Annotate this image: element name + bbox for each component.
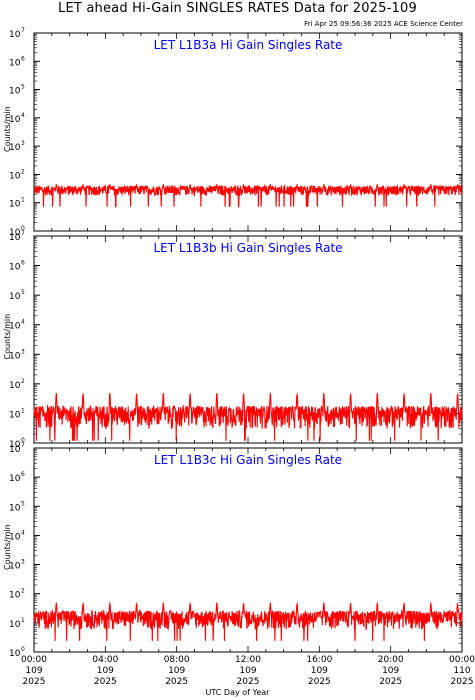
- y-tick-exponent: 6: [21, 471, 25, 478]
- y-tick-exponent: 7: [21, 230, 25, 237]
- y-tick-exponent: 7: [21, 442, 25, 449]
- y-tick-exponent: 0: [21, 225, 25, 232]
- x-tick-label: 2025: [165, 677, 188, 687]
- x-tick-label: 12:00: [235, 655, 261, 665]
- y-tick-exponent: 6: [21, 55, 25, 62]
- y-tick-exponent: 1: [21, 197, 25, 204]
- y-tick-exponent: 6: [21, 260, 25, 267]
- y-tick-exponent: 2: [21, 378, 25, 385]
- y-tick-label: 10: [9, 381, 21, 391]
- x-tick-label: 109: [239, 666, 256, 676]
- y-axis-label: Counts/min: [3, 106, 12, 152]
- y-tick-exponent: 1: [21, 617, 25, 624]
- y-tick-label: 10: [9, 410, 21, 420]
- panel-title: LET L1B3a Hi Gain Singles Rate: [154, 38, 343, 52]
- y-axis-label: Counts/min: [3, 314, 12, 360]
- y-tick-label: 10: [9, 143, 21, 153]
- x-axis-label: UTC Day of Year: [205, 688, 270, 697]
- y-tick-label: 10: [9, 620, 21, 630]
- y-tick-label: 10: [9, 445, 21, 455]
- y-tick-exponent: 3: [21, 348, 25, 355]
- x-tick-label: 2025: [94, 677, 117, 687]
- y-tick-exponent: 7: [21, 27, 25, 34]
- x-tick-label: 110: [453, 666, 470, 676]
- y-tick-label: 10: [9, 503, 21, 513]
- y-tick-label: 10: [9, 474, 21, 484]
- x-tick-label: 2025: [451, 677, 474, 687]
- y-tick-exponent: 0: [21, 437, 25, 444]
- y-tick-label: 10: [9, 115, 21, 125]
- y-tick-label: 10: [9, 171, 21, 181]
- y-tick-exponent: 2: [21, 588, 25, 595]
- x-tick-label: 109: [382, 666, 399, 676]
- y-tick-label: 10: [9, 233, 21, 243]
- x-tick-label: 08:00: [164, 655, 190, 665]
- x-tick-label: 04:00: [92, 655, 118, 665]
- y-tick-label: 10: [9, 228, 21, 238]
- x-tick-label: 00:00: [449, 655, 475, 665]
- y-tick-exponent: 2: [21, 168, 25, 175]
- y-tick-exponent: 3: [21, 559, 25, 566]
- y-tick-label: 10: [9, 200, 21, 210]
- x-tick-label: 2025: [237, 677, 260, 687]
- x-tick-label: 2025: [23, 677, 46, 687]
- x-tick-label: 20:00: [378, 655, 404, 665]
- y-tick-exponent: 1: [21, 407, 25, 414]
- panel-frame: [33, 32, 463, 232]
- page-title: LET ahead Hi-Gain SINGLES RATES Data for…: [58, 1, 417, 16]
- y-tick-exponent: 5: [21, 500, 25, 507]
- data-trace: [33, 183, 463, 208]
- panel-title: LET L1B3c Hi Gain Singles Rate: [154, 453, 342, 467]
- data-trace: [33, 392, 463, 441]
- x-tick-label: 16:00: [306, 655, 332, 665]
- y-tick-label: 10: [9, 263, 21, 273]
- y-tick-label: 10: [9, 322, 21, 332]
- y-tick-label: 10: [9, 351, 21, 361]
- y-tick-label: 10: [9, 532, 21, 542]
- y-tick-exponent: 5: [21, 289, 25, 296]
- timestamp: Fri Apr 25 09:56:36 2025 ACE Science Cen…: [304, 20, 463, 28]
- y-tick-label: 10: [9, 649, 21, 659]
- x-tick-label: 2025: [308, 677, 331, 687]
- y-tick-label: 10: [9, 30, 21, 40]
- y-tick-exponent: 3: [21, 140, 25, 147]
- x-tick-label: 109: [168, 666, 185, 676]
- y-tick-label: 10: [9, 562, 21, 572]
- x-tick-label: 109: [97, 666, 114, 676]
- y-tick-label: 10: [9, 440, 21, 450]
- x-tick-label: 109: [311, 666, 328, 676]
- y-tick-exponent: 4: [21, 319, 25, 326]
- y-axis-label: Counts/min: [3, 524, 12, 570]
- panel-title: LET L1B3b Hi Gain Singles Rate: [153, 241, 342, 255]
- y-tick-exponent: 4: [21, 529, 25, 536]
- y-tick-exponent: 4: [21, 112, 25, 119]
- y-tick-exponent: 5: [21, 84, 25, 91]
- data-trace: [33, 602, 463, 641]
- y-tick-exponent: 0: [21, 646, 25, 653]
- y-tick-label: 10: [9, 591, 21, 601]
- y-tick-label: 10: [9, 87, 21, 97]
- x-tick-label: 00:00: [21, 655, 47, 665]
- x-tick-label: 2025: [379, 677, 402, 687]
- y-tick-label: 10: [9, 58, 21, 68]
- x-tick-label: 109: [25, 666, 42, 676]
- y-tick-label: 10: [9, 292, 21, 302]
